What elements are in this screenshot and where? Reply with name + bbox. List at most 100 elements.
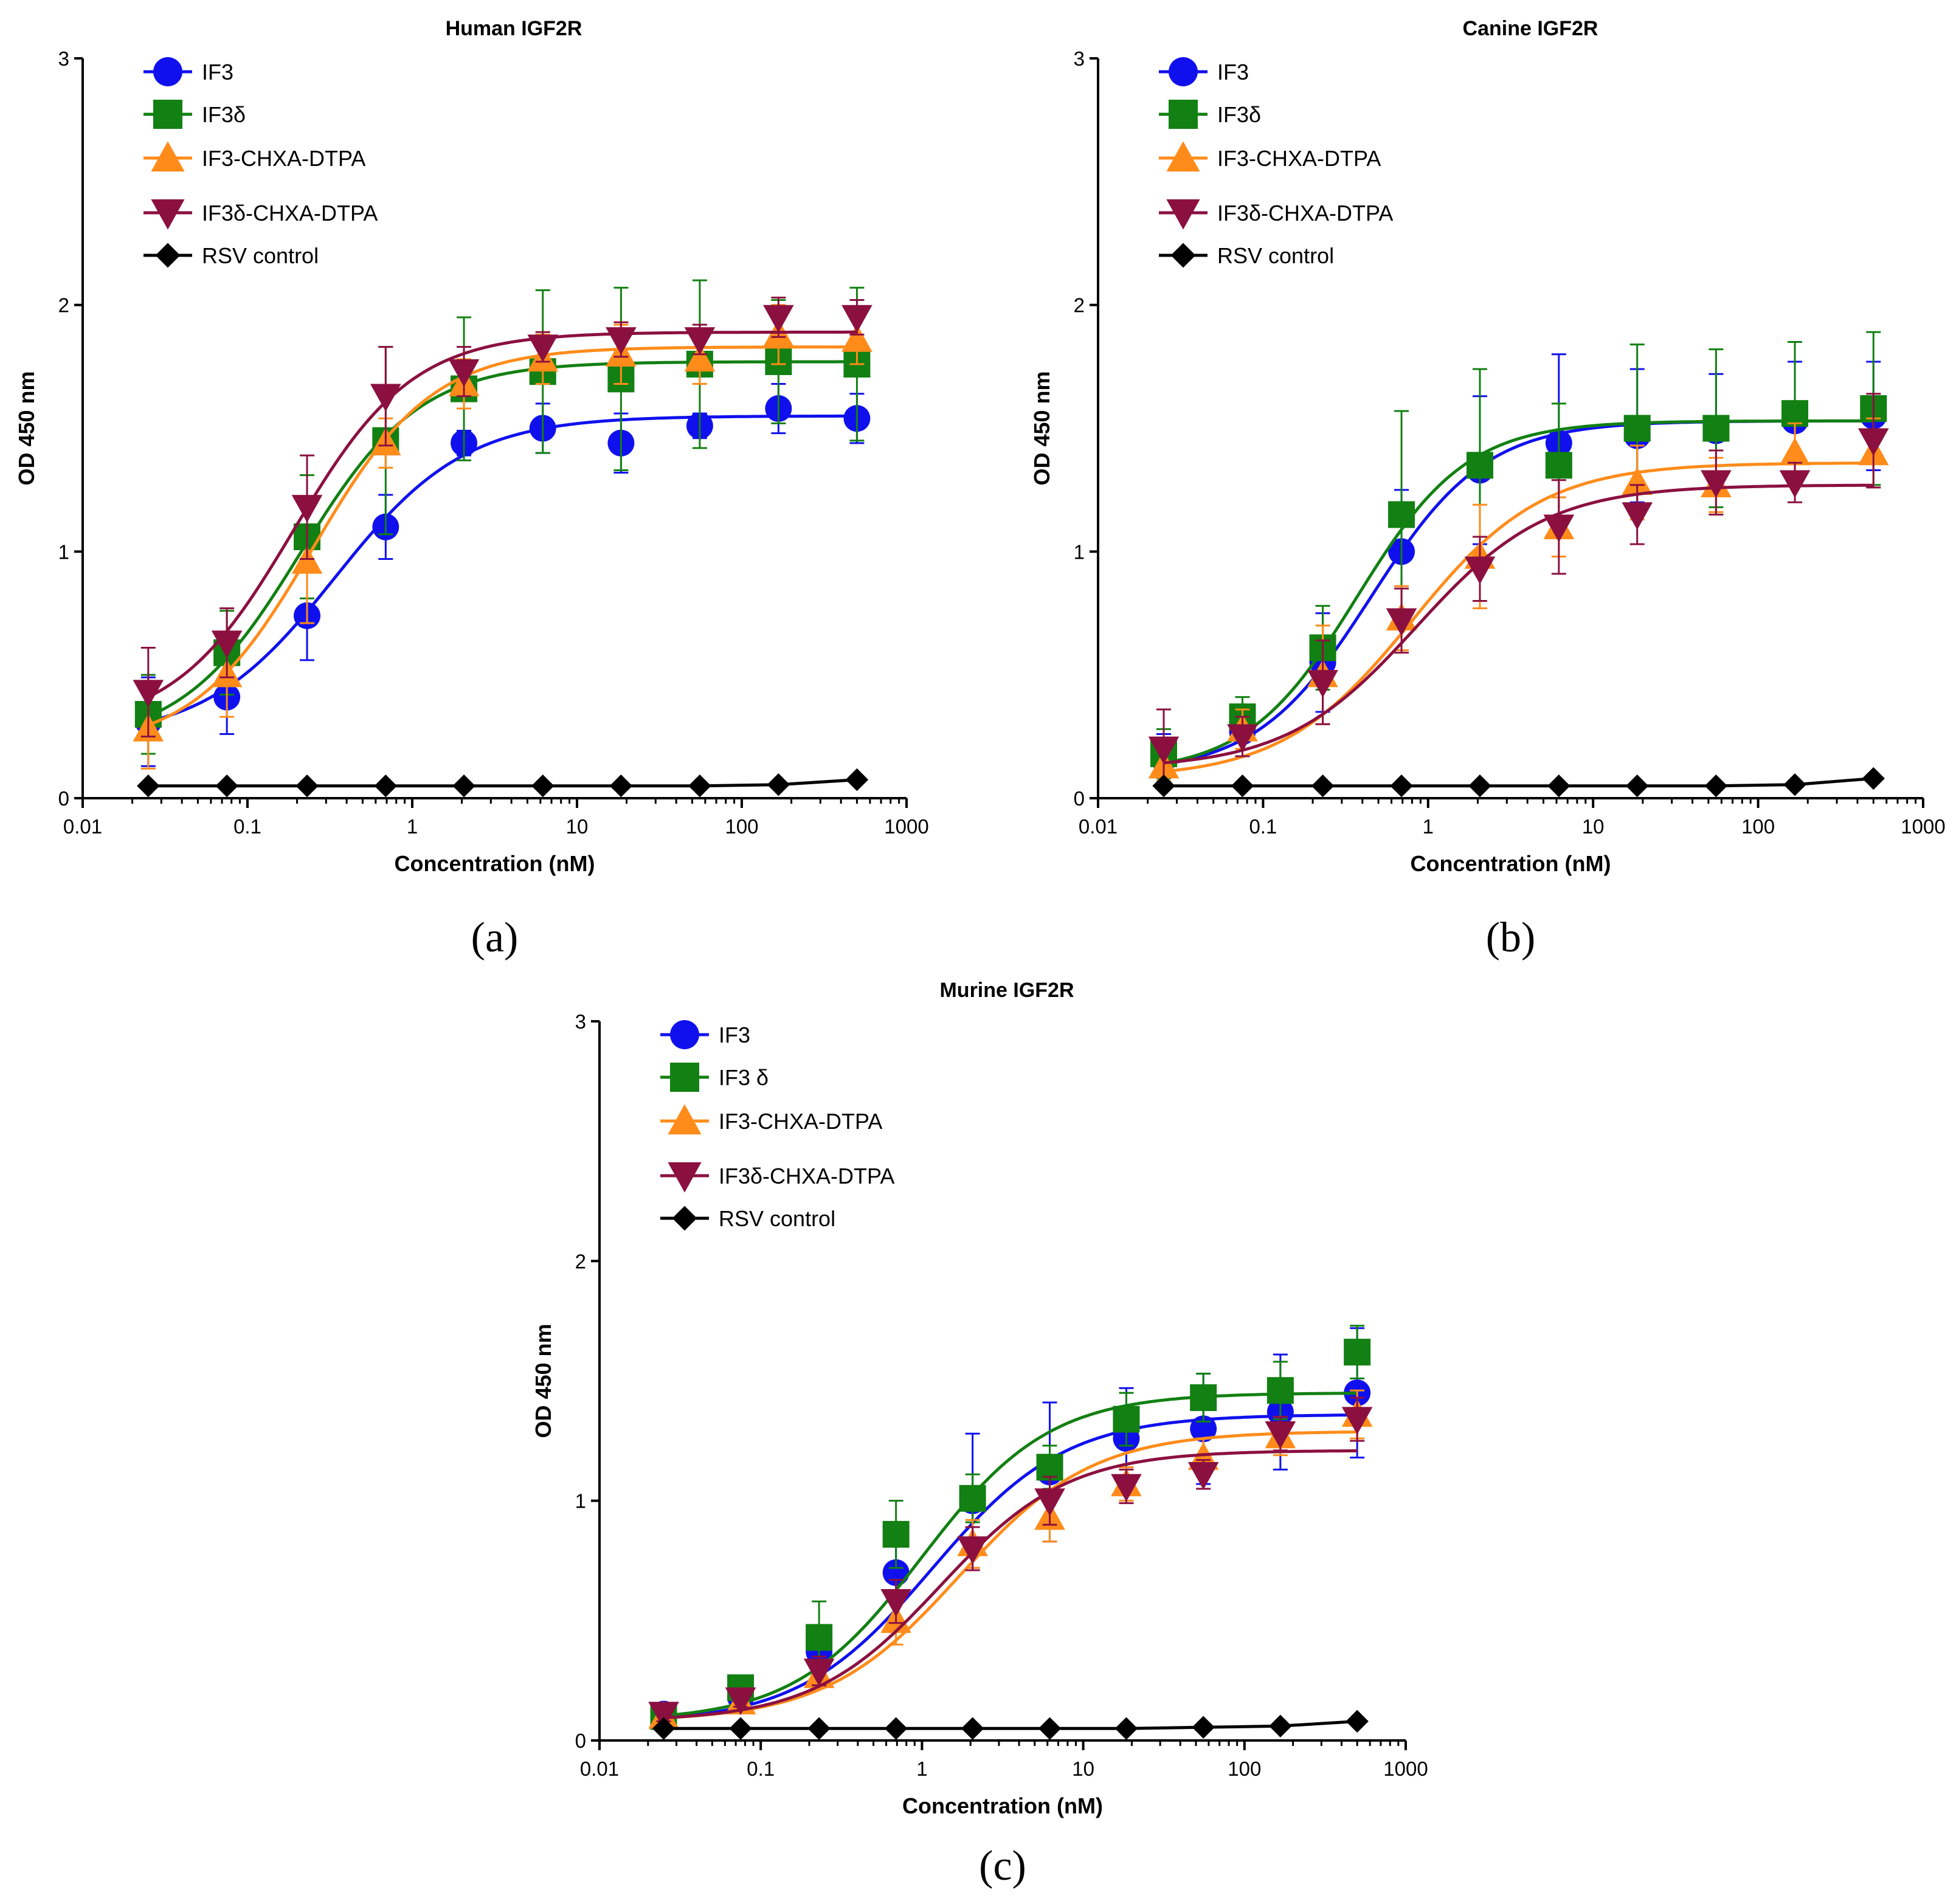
data-point bbox=[1702, 415, 1730, 442]
legend-item-if3: IF3 bbox=[660, 1020, 750, 1049]
data-point bbox=[806, 1624, 833, 1651]
data-point bbox=[729, 1717, 752, 1740]
data-point bbox=[961, 1717, 984, 1740]
legend-item-if3delta-chxa-dtpa: IF3δ-CHXA-DTPA bbox=[1159, 199, 1393, 230]
data-point bbox=[211, 630, 243, 658]
y-tick-label: 2 bbox=[58, 294, 69, 317]
legend-label: RSV control bbox=[1217, 243, 1334, 268]
y-axis-label: OD 450 nm bbox=[14, 371, 39, 485]
legend-label: RSV control bbox=[719, 1206, 835, 1231]
chart-panel-1: Human IGF2R 0 1 2 3 0.01 0.1 1 10 100 1000 Concentr… bbox=[14, 17, 929, 961]
data-point bbox=[807, 1717, 831, 1740]
data-point bbox=[845, 768, 869, 792]
series-rsv-control bbox=[1152, 767, 1885, 798]
data-point bbox=[1622, 502, 1653, 530]
data-point bbox=[725, 1687, 756, 1716]
x-tick-label: 0.01 bbox=[63, 815, 102, 838]
data-point bbox=[1034, 1488, 1065, 1516]
legend-label: IF3δ bbox=[1217, 102, 1261, 127]
fit-curve bbox=[1163, 461, 1874, 773]
x-tick-label: 10 bbox=[566, 815, 589, 838]
data-point bbox=[841, 305, 872, 333]
data-point bbox=[684, 343, 716, 372]
y-tick-label: 1 bbox=[575, 1490, 586, 1513]
legend-marker bbox=[1166, 141, 1200, 172]
x-tick-label: 100 bbox=[725, 815, 758, 838]
x-tick-label: 1000 bbox=[1901, 815, 1945, 838]
panel-label: (b) bbox=[1486, 914, 1536, 961]
data-point bbox=[1779, 437, 1811, 466]
data-point bbox=[1623, 415, 1651, 442]
fit-curve bbox=[663, 1430, 1358, 1720]
legend-label: IF3 δ bbox=[719, 1065, 769, 1090]
y-tick-label: 0 bbox=[58, 787, 69, 810]
fit-curve bbox=[147, 330, 857, 699]
data-point bbox=[609, 774, 633, 798]
chart-title: Murine IGF2R bbox=[939, 979, 1074, 1002]
fit-curve bbox=[148, 414, 857, 723]
fit-curve bbox=[1163, 483, 1874, 765]
data-point bbox=[606, 327, 637, 355]
data-point bbox=[1111, 1474, 1142, 1502]
data-point bbox=[1227, 724, 1258, 752]
data-point bbox=[1704, 774, 1728, 798]
data-point bbox=[803, 1658, 835, 1686]
legend-marker bbox=[153, 100, 182, 129]
legend-item-if3-delta: IF3 δ bbox=[660, 1063, 769, 1092]
x-tick-label: 1000 bbox=[884, 815, 928, 838]
legend-marker bbox=[1169, 57, 1198, 86]
data-point bbox=[884, 1717, 908, 1740]
legend-item-if3-chxa-dtpa: IF3-CHXA-DTPA bbox=[660, 1104, 882, 1135]
data-point bbox=[215, 774, 238, 798]
y-tick-label: 3 bbox=[58, 47, 69, 70]
series-if3delta-chxa-dtpa bbox=[1148, 393, 1889, 790]
data-point bbox=[1464, 556, 1496, 585]
data-point bbox=[763, 305, 794, 333]
legend-label: IF3-CHXA-DTPA bbox=[1217, 146, 1381, 171]
data-point bbox=[880, 1589, 911, 1617]
legend-label: IF3δ-CHXA-DTPA bbox=[1217, 201, 1393, 226]
data-point bbox=[1545, 452, 1572, 479]
legend-item-rsv-control: RSV control bbox=[660, 1206, 835, 1231]
data-point bbox=[1344, 1339, 1371, 1366]
x-axis-label: Concentration (nM) bbox=[902, 1793, 1103, 1818]
x-tick-label: 0.1 bbox=[747, 1757, 775, 1780]
data-point bbox=[1622, 467, 1653, 495]
data-point bbox=[1341, 1407, 1373, 1435]
legend-item-rsv-control: RSV control bbox=[1159, 243, 1334, 268]
legend-marker bbox=[151, 141, 185, 172]
legend: IF3 IF3 δ IF3-CHXA-DTPA IF3δ-CHXA-DTPA RSV c… bbox=[660, 1020, 894, 1231]
legend: IF3 IF3δ IF3-CHXA-DTPA IF3δ-CHXA-DTPA RSV co… bbox=[1159, 57, 1393, 268]
legend-item-if3delta: IF3δ bbox=[143, 100, 246, 129]
fit-curve bbox=[147, 345, 857, 726]
legend-label: IF3δ bbox=[202, 102, 246, 127]
legend-item-rsv-control: RSV control bbox=[143, 243, 319, 268]
y-tick-label: 2 bbox=[1074, 294, 1085, 317]
data-point bbox=[1858, 428, 1889, 457]
x-axis-label: Concentration (nM) bbox=[395, 851, 595, 876]
chart-panel-3: Murine IGF2R 0 1 2 3 0.01 0.1 1 10 100 1000 Concent… bbox=[531, 979, 1428, 1889]
data-point bbox=[957, 1536, 988, 1564]
data-point bbox=[1192, 1716, 1215, 1739]
data-point bbox=[1148, 736, 1180, 765]
y-tick-label: 1 bbox=[1074, 540, 1085, 563]
data-point bbox=[1311, 774, 1335, 798]
legend-marker bbox=[670, 1063, 699, 1092]
legend-label: IF3δ-CHXA-DTPA bbox=[719, 1164, 894, 1188]
legend-label: IF3 bbox=[1217, 60, 1249, 85]
legend-marker bbox=[1169, 100, 1198, 129]
legend-item-if3delta-chxa-dtpa: IF3δ-CHXA-DTPA bbox=[660, 1162, 894, 1193]
x-tick-label: 1 bbox=[1423, 815, 1434, 838]
data-point bbox=[882, 1520, 910, 1548]
data-point bbox=[1307, 670, 1338, 698]
data-point bbox=[1269, 1714, 1292, 1738]
data-point bbox=[1543, 514, 1575, 543]
data-point bbox=[959, 1485, 986, 1512]
y-tick-label: 0 bbox=[1074, 787, 1085, 810]
chart-title: Human IGF2R bbox=[446, 17, 582, 40]
data-point bbox=[1266, 1377, 1294, 1404]
data-point bbox=[370, 384, 401, 412]
data-point bbox=[1187, 1462, 1219, 1490]
panel-label: (c) bbox=[979, 1843, 1026, 1889]
data-point bbox=[652, 1717, 675, 1740]
